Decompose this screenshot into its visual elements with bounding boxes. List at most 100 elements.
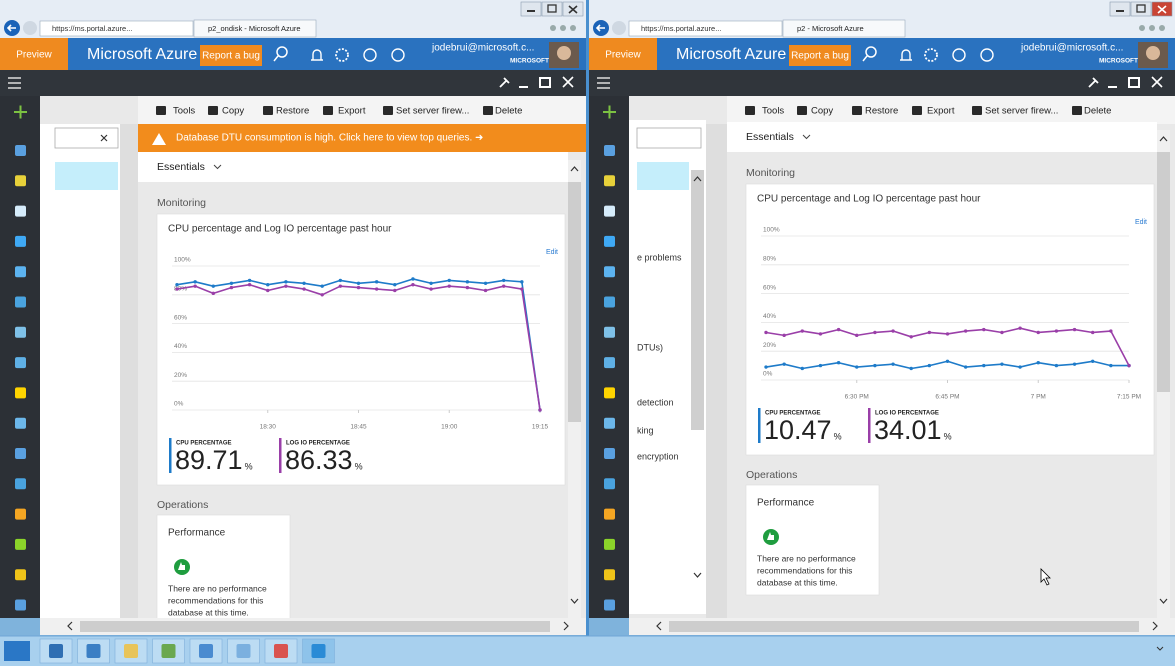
series-point — [229, 281, 234, 285]
series-point — [1072, 327, 1077, 332]
section-title: Monitoring — [746, 167, 795, 179]
toolbar-item[interactable]: Copy — [811, 106, 833, 117]
section-title: Operations — [157, 499, 208, 511]
series-point — [520, 287, 524, 291]
kpi-value: 86.33 — [285, 445, 353, 475]
taskbar-icon — [49, 644, 63, 658]
blade-scroll-down — [693, 572, 702, 578]
address-bar — [39, 20, 194, 37]
sidebar-icon — [604, 599, 615, 611]
x-tick-label: 7:15 PM — [1117, 394, 1141, 401]
toolbar-item[interactable]: Restore — [865, 106, 898, 117]
close-icon — [568, 5, 578, 14]
search-handle — [862, 55, 868, 62]
report-bug[interactable]: Report a bug — [202, 51, 260, 62]
feedback-icon — [952, 48, 966, 62]
toolbar-icon — [483, 106, 493, 115]
sidebar-icon — [15, 357, 26, 369]
sidebar-icon — [15, 387, 26, 399]
sidebar-icon — [604, 326, 615, 338]
series-point — [1072, 362, 1077, 366]
essentials[interactable]: Essentials — [157, 161, 205, 173]
toolbar-item[interactable]: Restore — [276, 106, 309, 117]
address-text[interactable]: https://ms.portal.azure... — [641, 24, 721, 33]
toolbar-item[interactable]: Export — [927, 106, 955, 117]
sidebar-icon — [15, 175, 26, 187]
toolbar-item[interactable]: Set server firew... — [985, 106, 1058, 117]
alert-text[interactable]: Database DTU consumption is high. Click … — [176, 133, 483, 144]
menu-icon — [8, 77, 21, 89]
series-point — [982, 327, 986, 332]
toolbar-item[interactable]: Delete — [1084, 106, 1111, 117]
series-point — [963, 329, 968, 333]
card-text: database at this time. — [168, 607, 249, 617]
series-point — [338, 278, 343, 283]
kpi-unit: % — [245, 461, 253, 471]
series-point — [374, 287, 379, 291]
blade-item[interactable]: encryption — [637, 451, 679, 461]
toolbar-item[interactable]: Set server firew... — [396, 106, 469, 117]
blade-item[interactable]: e problems — [637, 252, 682, 262]
blade-item[interactable]: detection — [637, 397, 674, 407]
card-text: There are no performance — [757, 553, 856, 563]
blade-scroll-up — [693, 176, 702, 182]
toolbar-item[interactable]: Tools — [762, 106, 784, 117]
x-tick-label: 19:00 — [441, 424, 458, 431]
essentials-bar — [727, 122, 1157, 152]
x-tick-label: 18:45 — [350, 424, 367, 431]
sidebar-icon — [15, 508, 26, 520]
essentials[interactable]: Essentials — [746, 131, 794, 143]
pin-icon — [1088, 77, 1099, 88]
blade-maximize — [539, 77, 551, 88]
tab — [193, 19, 317, 38]
toolbar-item[interactable]: Export — [338, 106, 366, 117]
series-point — [411, 283, 415, 287]
address-text[interactable]: https://ms.portal.azure... — [52, 24, 132, 33]
toolbar-item[interactable]: Tools — [173, 106, 195, 117]
kpi-label: LOG IO PERCENTAGE — [875, 411, 939, 417]
star-icon — [560, 25, 566, 31]
warning-icon — [152, 133, 166, 145]
series-point — [1109, 329, 1113, 333]
y-tick-label: 20% — [174, 372, 187, 379]
series-point — [764, 365, 768, 369]
series-point — [818, 332, 823, 336]
series-point — [945, 359, 950, 363]
preview-badge — [0, 38, 68, 70]
taskbar-icon — [274, 644, 288, 658]
kpi-bar — [169, 438, 172, 473]
sidebar-icon — [15, 569, 26, 581]
y-tick-label: 20% — [763, 342, 776, 349]
tray-icon — [1156, 646, 1164, 651]
series-point — [927, 363, 932, 368]
brand: Microsoft Azure — [87, 46, 197, 63]
sidebar-icon — [604, 448, 615, 459]
home-icon — [1139, 25, 1145, 31]
sidebar-icon — [604, 508, 615, 520]
series-point — [175, 287, 179, 291]
edit-link[interactable]: Edit — [546, 249, 558, 256]
toolbar-item[interactable]: Copy — [222, 106, 244, 117]
blade-bar — [0, 70, 586, 96]
tab-title[interactable]: p2_ondisk - Microsoft Azure — [208, 24, 301, 33]
series-point — [982, 363, 986, 368]
azure-header — [589, 38, 1175, 70]
series-point — [193, 284, 197, 288]
window-gap — [586, 0, 589, 636]
kpi-unit: % — [944, 431, 952, 441]
series-point — [229, 285, 234, 290]
series-point — [800, 329, 804, 333]
edit-link[interactable]: Edit — [1135, 219, 1147, 226]
series-point — [1036, 361, 1040, 365]
back-arrow — [6, 24, 16, 32]
report-bug[interactable]: Report a bug — [791, 51, 849, 62]
sidebar-icon — [15, 448, 26, 459]
gear-icon — [335, 48, 349, 62]
sidebar-icon — [604, 145, 615, 156]
blade-divider — [706, 124, 727, 618]
series-point — [429, 287, 433, 291]
blade-item[interactable]: king — [637, 425, 654, 435]
blade-item[interactable]: DTUs) — [637, 342, 663, 352]
tab-title[interactable]: p2 - Microsoft Azure — [797, 24, 864, 33]
toolbar-item[interactable]: Delete — [495, 106, 522, 117]
